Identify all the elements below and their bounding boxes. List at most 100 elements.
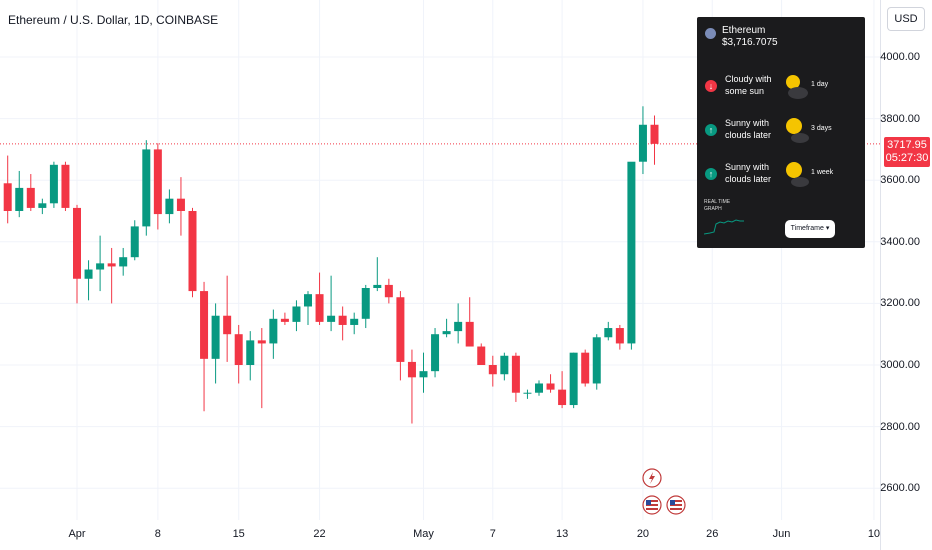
price-axis[interactable] — [880, 0, 932, 550]
candle[interactable] — [211, 303, 220, 384]
lightning-icon[interactable] — [642, 468, 662, 488]
arrow-up-icon: ↑ — [705, 168, 717, 180]
timeframe-dropdown[interactable]: Timeframe ▾ — [785, 220, 835, 238]
candle[interactable] — [3, 155, 12, 224]
forecast-row-1-day: ↓ Cloudy with some sun 1 day — [703, 70, 859, 104]
candle[interactable] — [153, 143, 162, 230]
candle[interactable] — [280, 312, 289, 325]
candle-body — [176, 198, 185, 211]
candle-body — [523, 392, 532, 394]
candle[interactable] — [304, 291, 312, 325]
currency-button[interactable]: USD — [887, 7, 925, 31]
candle[interactable] — [26, 174, 35, 211]
us-flag-icon[interactable] — [642, 495, 662, 515]
candle[interactable] — [384, 278, 393, 304]
time-tick-label: 8 — [154, 528, 161, 540]
candle[interactable] — [338, 306, 347, 341]
realtime-sparkline — [704, 219, 744, 235]
candle[interactable] — [15, 170, 24, 218]
forecast-row-3-days: ↑ Sunny with clouds later 3 days — [703, 114, 859, 148]
candle-body — [49, 164, 58, 204]
candle[interactable] — [107, 247, 116, 304]
candle-body — [650, 124, 659, 144]
candle-body — [26, 187, 35, 208]
candle[interactable] — [465, 297, 474, 347]
candle[interactable] — [615, 324, 624, 350]
candle[interactable] — [373, 257, 382, 292]
price-tick-label: 3200.00 — [880, 297, 920, 310]
candle[interactable] — [419, 352, 428, 393]
candle[interactable] — [511, 352, 520, 402]
price-tick-label: 2800.00 — [880, 420, 920, 433]
candle-body — [38, 203, 47, 208]
candle[interactable] — [604, 321, 613, 341]
time-tick-label: Jun — [772, 528, 791, 540]
candle[interactable] — [361, 284, 370, 329]
candle[interactable] — [84, 260, 93, 301]
candle[interactable] — [454, 303, 463, 344]
candle[interactable] — [581, 349, 590, 387]
candle-body — [142, 149, 151, 227]
candle-body — [627, 161, 636, 344]
forecast-text: Sunny with clouds later — [725, 118, 772, 140]
candle[interactable] — [119, 247, 128, 276]
candle[interactable] — [627, 161, 636, 350]
candle[interactable] — [327, 275, 336, 332]
candle[interactable] — [292, 300, 301, 332]
candle[interactable] — [488, 355, 497, 387]
candle-body — [350, 318, 359, 325]
candle[interactable] — [130, 220, 139, 261]
candle-body — [581, 352, 590, 384]
candle[interactable] — [396, 291, 405, 381]
candle[interactable] — [96, 235, 105, 292]
candle[interactable] — [350, 312, 359, 335]
candle-body — [546, 383, 555, 390]
candle[interactable] — [38, 198, 47, 215]
candle-body — [84, 269, 93, 279]
candle[interactable] — [431, 328, 440, 378]
candle[interactable] — [176, 177, 185, 236]
candle[interactable] — [49, 161, 58, 208]
candle[interactable] — [188, 207, 197, 298]
candle[interactable] — [200, 281, 209, 412]
candle-body — [477, 346, 486, 365]
candle[interactable] — [442, 318, 451, 338]
time-tick-label: May — [413, 528, 434, 540]
candle[interactable] — [246, 331, 255, 381]
candle[interactable] — [257, 328, 266, 409]
candle-body — [130, 226, 139, 258]
candle[interactable] — [477, 343, 486, 365]
candle[interactable] — [269, 309, 278, 359]
candle[interactable] — [558, 371, 567, 409]
candle[interactable] — [407, 349, 416, 424]
candle[interactable] — [592, 334, 601, 390]
candle[interactable] — [165, 189, 174, 224]
candle[interactable] — [500, 352, 509, 381]
candle[interactable] — [569, 352, 578, 409]
candle[interactable] — [638, 106, 647, 175]
candle[interactable] — [535, 380, 543, 396]
event-markers — [642, 468, 686, 515]
price-tick-label: 3000.00 — [880, 359, 920, 371]
candle[interactable] — [234, 324, 243, 384]
price-tick-label: 3800.00 — [880, 112, 920, 125]
current-price-tag: 3717.95 05:27:30 — [884, 137, 930, 167]
candlestick-chart[interactable] — [0, 0, 880, 520]
forecast-text: Sunny with clouds later — [725, 162, 772, 184]
time-tick-label: 13 — [555, 528, 569, 540]
candle-body — [292, 306, 301, 322]
candle[interactable] — [223, 275, 232, 362]
candle[interactable] — [650, 115, 659, 165]
time-tick-label: 26 — [706, 528, 719, 540]
candle[interactable] — [61, 161, 70, 211]
realtime-label-line-2: GRAPH — [704, 206, 722, 212]
us-flag-icon[interactable] — [666, 495, 686, 515]
candle[interactable] — [73, 204, 81, 304]
candle-body — [592, 337, 601, 384]
candle[interactable] — [142, 140, 151, 236]
candle[interactable] — [546, 374, 555, 393]
forecast-widget: Ethereum $3,716.7075 ↓ Cloudy with some … — [697, 17, 865, 248]
candle-body — [73, 207, 81, 279]
candle[interactable] — [315, 272, 324, 325]
candle[interactable] — [523, 389, 532, 399]
